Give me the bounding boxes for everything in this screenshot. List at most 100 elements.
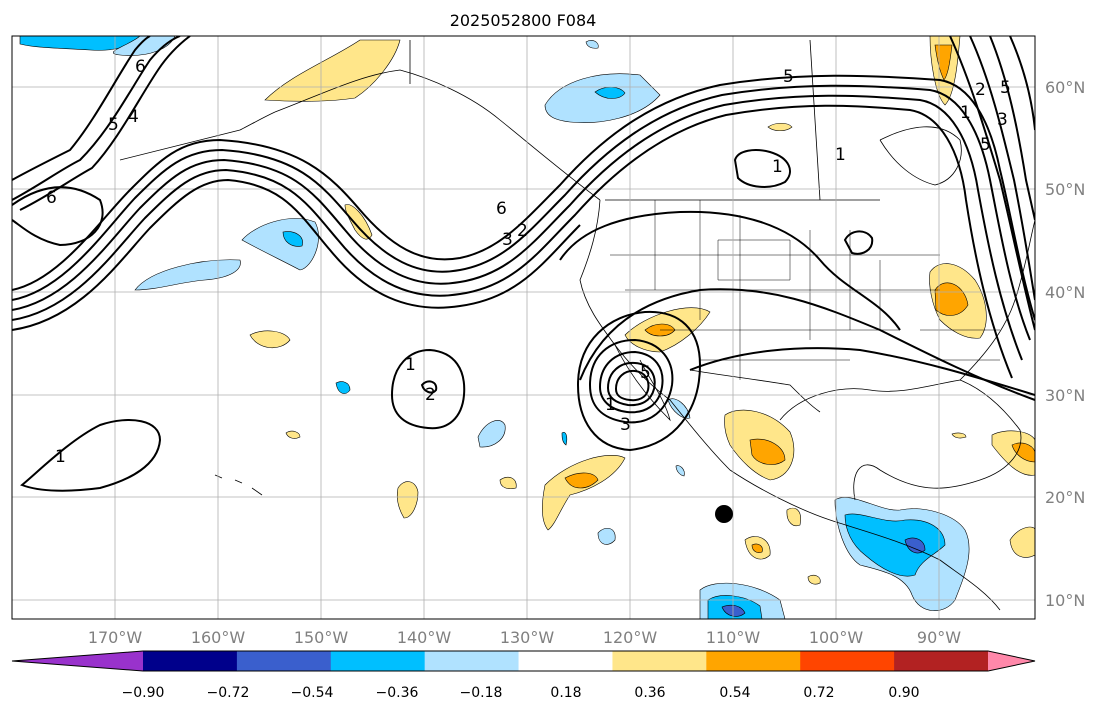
- shade-neg-central-america-dark: [904, 537, 926, 554]
- shade-pos-canada-small: [767, 122, 793, 132]
- storm-marker: [715, 505, 733, 523]
- contour-cutoff-3: [606, 361, 656, 407]
- shade-pos-florida: [991, 430, 1035, 476]
- contour-east-3: [989, 36, 1035, 221]
- shade-pos-pacific-4: [249, 330, 291, 348]
- shade-neg-pacific-8: [561, 432, 568, 446]
- contour-label: 1: [405, 355, 416, 375]
- contour-labels: 6 5 4 6 6 5 2 3 5 1 1 2 1 1 5 3 1 2 3 5 …: [46, 57, 1011, 467]
- contour-jet-3: [12, 94, 1023, 361]
- contour-6-west: [12, 186, 104, 247]
- coast-baja: [614, 344, 671, 422]
- contour-label: 2: [425, 385, 436, 405]
- contour-label: 1: [605, 395, 616, 415]
- coast-aleutians: [119, 111, 276, 161]
- contour-label: 1: [772, 157, 783, 177]
- lon-tick-label: 100°W: [809, 628, 864, 647]
- shade-pos-alaska: [264, 39, 401, 102]
- map-frame: [11, 35, 1036, 620]
- contour-cutoff-5: [576, 310, 702, 452]
- shade-neg-pacific-1: [241, 218, 319, 271]
- contour-cutoff-2: [598, 350, 664, 414]
- contour-east-2: [969, 36, 1035, 301]
- colorbar-tick-label: −0.36: [376, 685, 419, 701]
- lat-tick-label: 30°N: [1045, 386, 1085, 405]
- shade-neg-gulf: [544, 73, 661, 123]
- shade-neg-south-pacific-dark: [721, 604, 746, 617]
- lat-tick-label: 10°N: [1045, 591, 1085, 610]
- colorbar-segments: [12, 651, 1035, 671]
- contour-east-1: [949, 36, 1035, 331]
- shade-pos-gulf-coast-core: [934, 282, 969, 316]
- contour-2-pacific-center: [420, 380, 438, 394]
- shade-pos-caribbean: [1009, 526, 1035, 558]
- contour-label: 6: [135, 57, 146, 77]
- shade-neg-pacific-2: [134, 259, 241, 291]
- contour-label: 4: [128, 107, 139, 127]
- lon-tick-label: 170°W: [88, 628, 143, 647]
- lon-tick-label: 140°W: [397, 628, 452, 647]
- coast-us-west: [579, 199, 1001, 611]
- colorbar-segment: [236, 651, 332, 671]
- lon-tick-label: 160°W: [191, 628, 246, 647]
- shade-pos-small-3: [951, 432, 967, 439]
- colorbar-segment: [612, 651, 707, 671]
- contour-nw-1: [12, 36, 181, 201]
- contour-label: 3: [502, 230, 513, 250]
- contour-cutoff-4: [614, 369, 650, 402]
- colorbar-tick-label: 0.72: [803, 685, 834, 701]
- shaded-anomalies: [19, 36, 1035, 619]
- graticule: [12, 36, 1035, 619]
- colorbar-outline: [11, 650, 1036, 672]
- colorbar-segment: [518, 651, 613, 671]
- colorbar-tick-label: 0.18: [550, 685, 581, 701]
- contour-label: 1: [835, 145, 846, 165]
- contour-label: 5: [1000, 78, 1011, 98]
- shade-pos-mexico-core: [749, 438, 786, 465]
- contour-jet-2: [12, 84, 1031, 341]
- contour-small-lake: [843, 230, 874, 255]
- figure-title: 2025052800 F084: [450, 11, 597, 30]
- contour-1-pacific-center: [390, 348, 466, 430]
- colorbar: −0.90 −0.72 −0.54 −0.36 −0.18 0.18 0.36 …: [11, 650, 1036, 701]
- shade-neg-pacific-1-core: [282, 231, 303, 247]
- contour-label: 5: [108, 115, 119, 135]
- contour-cutoff-1: [588, 338, 674, 424]
- lat-tick-label: 40°N: [1045, 283, 1085, 302]
- contour-nw-3: [12, 36, 151, 181]
- contour-1-canada: [733, 149, 791, 188]
- colorbar-tick-label: −0.72: [207, 685, 250, 701]
- colorbar-segment: [424, 651, 520, 671]
- colorbar-segment-max: [988, 651, 1035, 671]
- lon-tick-label: 130°W: [500, 628, 555, 647]
- lon-tick-label: 120°W: [603, 628, 658, 647]
- contour-nw-2: [19, 36, 191, 211]
- contour-large-east-2: [689, 347, 1035, 396]
- contour-label: 5: [980, 135, 991, 155]
- contour-label: 1: [55, 447, 66, 467]
- colorbar-tick-label: 0.90: [888, 685, 919, 701]
- colorbar-segment: [894, 651, 989, 671]
- shade-pos-pacific-14-core: [751, 543, 763, 553]
- shade-neg-small-1: [675, 465, 685, 477]
- border-canada-north: [809, 39, 821, 201]
- shade-neg-pacific-13: [597, 527, 616, 545]
- lon-tick-label: 90°W: [917, 628, 961, 647]
- contour-large-east: [579, 288, 1035, 401]
- lat-tick-label: 20°N: [1045, 488, 1085, 507]
- contour-label: 6: [496, 199, 507, 219]
- contour-label: 2: [975, 80, 986, 100]
- contour-label: 6: [46, 188, 57, 208]
- shade-neg-top-left-light: [113, 36, 176, 56]
- colorbar-segment: [706, 651, 801, 671]
- lat-tick-labels: 60°N 50°N 40°N 30°N 20°N 10°N: [1045, 78, 1085, 610]
- contour-large-north: [559, 210, 901, 331]
- shade-neg-gulf-cal: [667, 398, 691, 419]
- coastlines: [119, 39, 1035, 611]
- colorbar-segment-min: [12, 651, 143, 671]
- colorbar-tick-labels: −0.90 −0.72 −0.54 −0.36 −0.18 0.18 0.36 …: [122, 685, 920, 701]
- shade-neg-gulf-core: [594, 86, 626, 99]
- colorbar-tick-label: −0.90: [122, 685, 165, 701]
- contour-1-south-pacific: [20, 419, 162, 492]
- shade-pos-pacific-11: [396, 481, 419, 519]
